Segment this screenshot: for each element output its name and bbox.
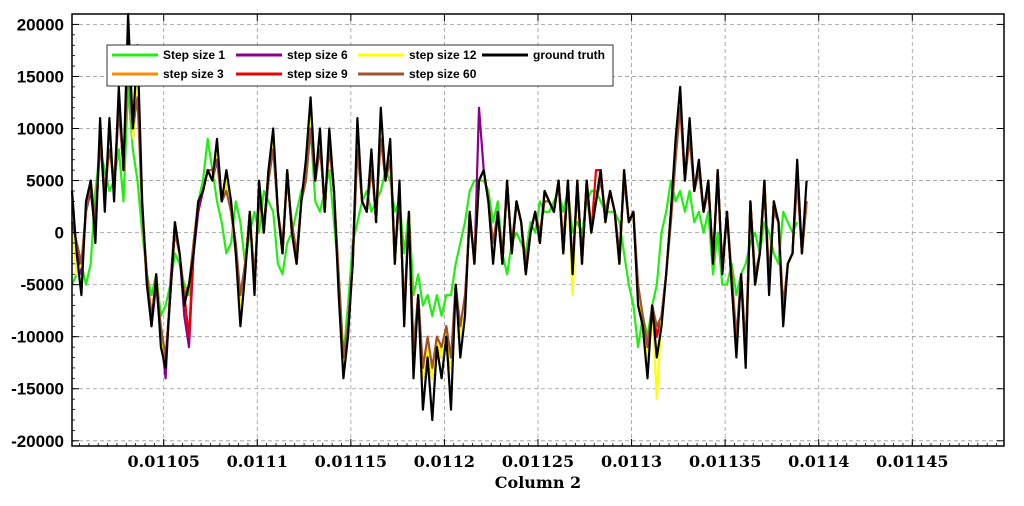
series-layer [70, 12, 808, 422]
y-tick-label: 15000 [17, 67, 64, 86]
legend-label-step-size-3: step size 3 [163, 67, 224, 81]
y-tick-label: 10000 [17, 120, 64, 139]
x-tick-label: 0.0114 [788, 452, 849, 471]
tick-layer [72, 14, 1004, 446]
legend-label-step-size-60: step size 60 [409, 67, 477, 81]
x-tick-label: 0.01125 [502, 452, 574, 471]
legend-box [106, 44, 614, 87]
y-tick-label: 20000 [17, 15, 64, 34]
y-tick-label: -20000 [11, 432, 64, 451]
legend-label-step-size-6: step size 6 [287, 48, 348, 62]
y-tick-label: 0 [55, 224, 64, 243]
y-tick-label: -5000 [21, 276, 64, 295]
x-tick-label: 0.0112 [414, 452, 475, 471]
legend: Step size 1 step size 6 step size 12 ground… [106, 44, 614, 87]
x-tick-label: 0.01105 [128, 452, 200, 471]
x-tick-label: 0.0113 [601, 452, 662, 471]
x-tick-label: 0.01115 [315, 452, 387, 471]
y-tick-label: -10000 [11, 328, 64, 347]
legend-label-step-size-12: step size 12 [409, 48, 477, 62]
legend-label-step-size-9: step size 9 [287, 67, 348, 81]
legend-label-ground-truth: ground truth [533, 48, 605, 62]
x-tick-labels: 0.01105 0.0111 0.01115 0.0112 0.01125 0.0113 0… [128, 452, 949, 471]
x-tick-label: 0.01145 [876, 452, 948, 471]
x-tick-label: 0.0111 [227, 452, 288, 471]
y-tick-label: 5000 [26, 172, 64, 191]
legend-label-step-size-1: Step size 1 [163, 48, 225, 62]
x-tick-label: 0.01135 [689, 452, 761, 471]
y-tick-label: -15000 [11, 380, 64, 399]
series-line-ground-truth [70, 12, 808, 422]
y-tick-labels: -20000 -15000 -10000 -5000 0 5000 10000 15000 20… [11, 15, 64, 450]
x-axis-label: Column 2 [495, 473, 581, 492]
